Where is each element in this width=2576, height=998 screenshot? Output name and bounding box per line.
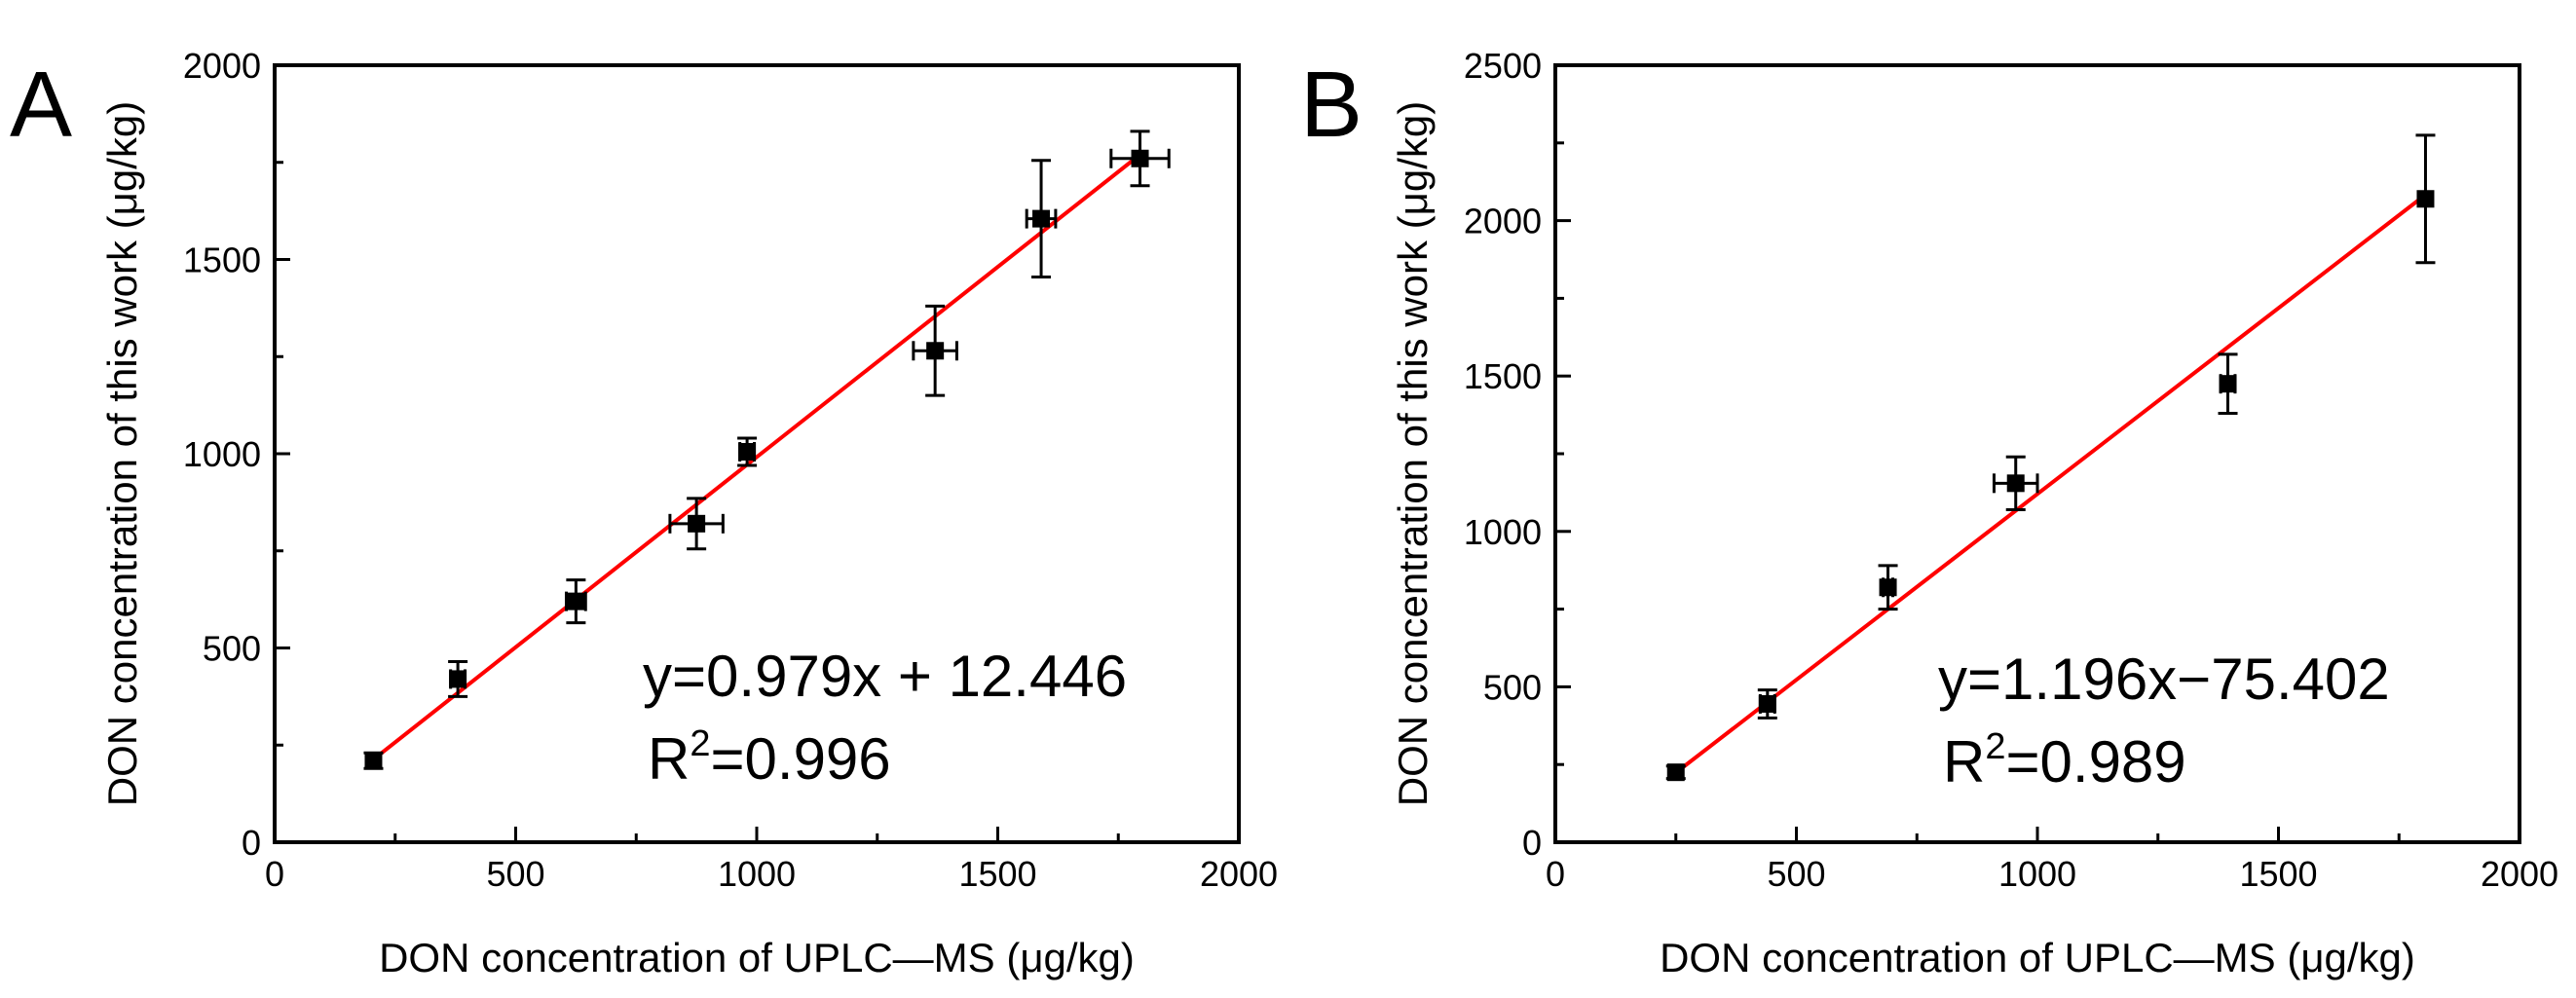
panel-a-fit-equation: y=0.979x + 12.446 xyxy=(643,644,1127,709)
panel-b-data-point xyxy=(2416,190,2435,208)
panel-b-data-point xyxy=(1879,578,1897,597)
panel-a-data-point xyxy=(688,514,706,533)
panel-a-marks xyxy=(363,129,1171,770)
panel-b-data-point xyxy=(2006,474,2025,493)
panel-a-y-tick-label: 1000 xyxy=(183,434,261,474)
panel-b-y-tick-label: 2000 xyxy=(1464,202,1542,241)
panel-b-plot-frame xyxy=(1553,63,2521,844)
panel-a-x-axis-label: DON concentration of UPLC—MS (μg/kg) xyxy=(379,935,1135,980)
panel-b-r-squared-prefix: R xyxy=(1943,729,1985,795)
panel-b-x-tick-label: 1000 xyxy=(1998,854,2076,894)
panel-a-y-axis-label: DON concentration of this work (μg/kg) xyxy=(99,101,145,806)
panel-b-y-tick-label: 0 xyxy=(1522,823,1542,863)
panel-a-ticks: 0 500 1000 1500 2000 0 500 1000 1500 2000 xyxy=(183,46,1278,894)
panel-a-letter: A xyxy=(10,53,72,157)
panel-a: A 0 500 1000 1500 2000 0 500 1000 1500 2000 DON c… xyxy=(10,46,1278,980)
panel-a-data-point xyxy=(738,443,757,462)
panel-b-fit-line xyxy=(1674,193,2427,775)
panel-b-ticks: 0 500 1000 1500 2000 0 500 1000 1500 2000 2500 xyxy=(1464,46,2558,894)
panel-b-data-point xyxy=(1666,763,1685,782)
panel-a-data-point xyxy=(1032,209,1051,228)
panel-b-r-squared: R2=0.989 xyxy=(1943,726,2186,795)
panel-b-y-axis-label: DON concentration of this work (μg/kg) xyxy=(1390,101,1436,806)
panel-a-x-tick-label: 0 xyxy=(265,854,284,894)
panel-b-fit-equation: y=1.196x−75.402 xyxy=(1938,647,2390,712)
panel-b-r-squared-value: =0.989 xyxy=(2005,729,2185,795)
panel-b-x-tick-label: 1500 xyxy=(2239,854,2317,894)
panel-a-y-tick-label: 2000 xyxy=(183,46,261,86)
panel-b-letter: B xyxy=(1300,53,1363,157)
panel-a-y-tick-label: 0 xyxy=(242,823,261,863)
panel-b-x-tick-label: 0 xyxy=(1546,854,1565,894)
panel-b-x-axis-label: DON concentration of UPLC—MS (μg/kg) xyxy=(1660,935,2415,980)
panel-a-data-point xyxy=(364,752,383,770)
panel-a-data-point xyxy=(449,670,467,688)
panel-a-data-point xyxy=(567,592,585,610)
panel-b-marks xyxy=(1665,133,2436,782)
panel-a-x-tick-label: 1500 xyxy=(958,854,1036,894)
panel-a-data-point xyxy=(1131,149,1149,167)
panel-a-data-point xyxy=(926,342,945,360)
panel-b-y-tick-label: 500 xyxy=(1483,667,1542,707)
panel-a-r-squared: R2=0.996 xyxy=(648,723,891,792)
panel-b-data-point xyxy=(2219,375,2237,393)
panel-a-y-tick-label: 1500 xyxy=(183,240,261,280)
panel-b: B 0 500 1000 1500 2000 0 500 1000 1500 2000 2500 D… xyxy=(1300,46,2558,980)
panel-a-r-squared-sup: 2 xyxy=(690,723,710,764)
panel-a-x-tick-label: 2000 xyxy=(1200,854,1278,894)
panel-b-data-point xyxy=(1758,694,1776,713)
panel-a-r-squared-prefix: R xyxy=(648,726,690,792)
panel-b-r-squared-sup: 2 xyxy=(1985,726,2005,767)
panel-a-r-squared-value: =0.996 xyxy=(710,726,890,792)
panel-b-x-tick-label: 2000 xyxy=(2481,854,2558,894)
panel-b-y-tick-label: 1500 xyxy=(1464,356,1542,396)
panel-a-x-tick-label: 500 xyxy=(486,854,544,894)
panel-a-fit-line xyxy=(372,153,1141,761)
panel-a-y-tick-label: 500 xyxy=(203,629,261,669)
panel-a-x-tick-label: 1000 xyxy=(718,854,796,894)
panel-b-x-tick-label: 500 xyxy=(1767,854,1825,894)
panel-b-y-tick-label: 2500 xyxy=(1464,46,1542,86)
panel-b-y-tick-label: 1000 xyxy=(1464,512,1542,552)
